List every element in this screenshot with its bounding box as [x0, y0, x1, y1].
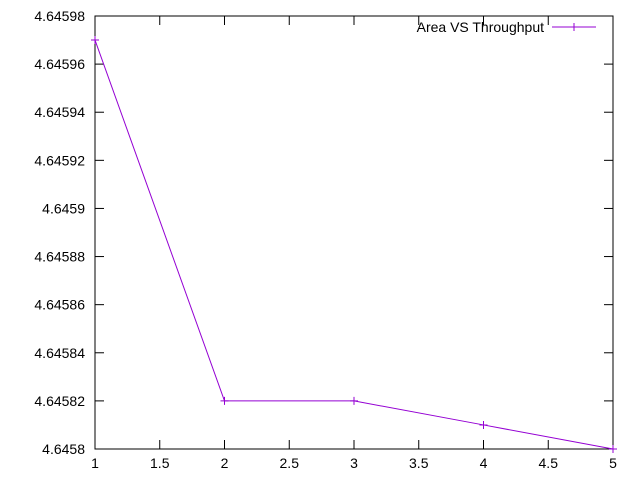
y-tick-label: 4.6459: [42, 200, 85, 216]
y-tick-label: 4.64584: [34, 345, 85, 361]
y-tick-label: 4.6458: [42, 441, 85, 457]
y-tick-label: 4.64594: [34, 104, 85, 120]
y-tick-label: 4.64582: [34, 393, 85, 409]
legend-label-series-0: Area VS Throughput: [417, 19, 544, 35]
data-point: [91, 36, 99, 45]
y-tick-label: 4.64596: [34, 56, 85, 72]
x-tick-label: 4.5: [539, 455, 559, 471]
x-tick-label: 2.5: [280, 455, 300, 471]
x-tick-label: 3: [350, 455, 358, 471]
data-point: [220, 396, 229, 405]
data-point: [350, 396, 358, 405]
data-point: [479, 420, 488, 429]
data-point: [609, 445, 617, 453]
plot-frame: [94, 15, 614, 450]
y-axis: 4.6458 4.64582 4.64584 4.64586 4.64588 4.6459…: [34, 8, 613, 457]
x-axis: 1 1.5 2 2.5 3 3.5 4 4.5 5: [91, 16, 617, 471]
y-tick-label: 4.64586: [34, 297, 85, 313]
y-tick-label: 4.64588: [34, 249, 85, 265]
x-tick-label: 3.5: [409, 455, 429, 471]
legend: Area VS Throughput: [417, 19, 596, 35]
legend-marker-series-0: [570, 23, 578, 31]
x-tick-label: 1.5: [150, 455, 170, 471]
x-tick-label: 5: [609, 455, 617, 471]
x-tick-label: 4: [480, 455, 488, 471]
y-tick-label: 4.64598: [34, 8, 85, 24]
series-layer: [91, 36, 617, 453]
x-tick-label: 1: [91, 455, 99, 471]
x-tick-label: 2: [221, 455, 229, 471]
y-tick-label: 4.64592: [34, 152, 85, 168]
